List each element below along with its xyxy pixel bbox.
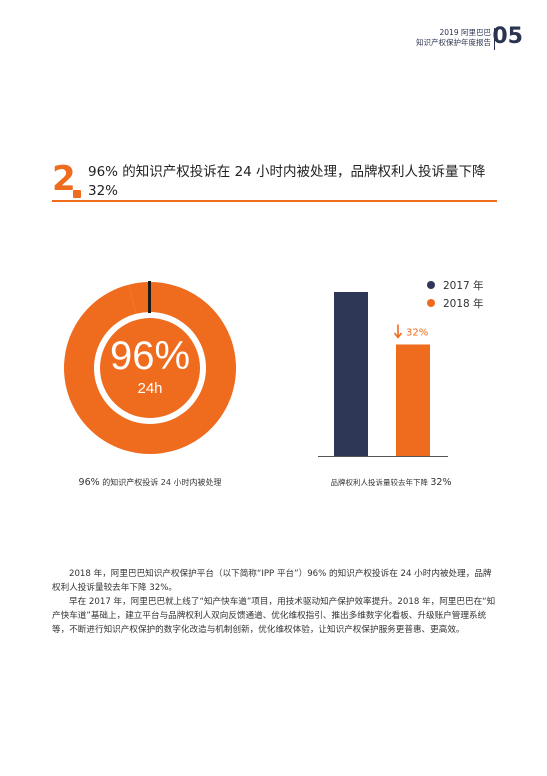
legend-label-2018: 2018 年	[443, 297, 484, 310]
donut-slice-1	[128, 282, 150, 314]
report-header: 2019 阿里巴巴 知识产权保护年度报告	[416, 28, 491, 48]
donut-slice-0	[63, 282, 237, 454]
legend-item-2018: 2018 年	[427, 294, 484, 312]
bar-caption-value: 32%	[430, 477, 452, 488]
body-text: 2018 年，阿里巴巴知识产权保护平台（以下简称“IPP 平台”）96% 的知识…	[52, 567, 498, 637]
section-title: 96% 的知识产权投诉在 24 小时内被处理，品牌权利人投诉量下降 32%	[88, 164, 486, 199]
section-number: 2	[52, 159, 76, 199]
donut-chart: 96% 24h	[62, 280, 238, 456]
bar-2017年	[334, 292, 368, 456]
bar-annotation-label: 32%	[406, 327, 428, 338]
bar-caption-text: 品牌权利人投诉量较去年下降	[330, 478, 431, 487]
report-year-title: 2019 阿里巴巴	[439, 28, 491, 37]
legend-swatch-2017	[427, 281, 435, 289]
donut-center-value: 96%	[109, 333, 191, 378]
bar-chart: 32%	[318, 292, 448, 457]
header-divider	[494, 28, 495, 50]
donut-inner-disk	[100, 318, 200, 418]
section-underline	[52, 200, 497, 202]
legend-swatch-2018	[427, 299, 435, 307]
donut-inner-ring	[95, 313, 205, 423]
donut-center-sublabel: 24h	[137, 379, 163, 397]
legend-item-2017: 2017 年	[427, 276, 484, 294]
body-paragraph-1: 2018 年，阿里巴巴知识产权保护平台（以下简称“IPP 平台”）96% 的知识…	[52, 569, 492, 593]
section-number-dot	[73, 190, 81, 198]
page-number: 05	[492, 24, 523, 49]
donut-start-marker	[148, 281, 151, 313]
report-title: 知识产权保护年度报告	[416, 38, 491, 47]
bar-2018年	[396, 344, 430, 456]
bar-caption: 品牌权利人投诉量较去年下降 32%	[316, 477, 466, 488]
donut-caption: 96% 的知识产权投诉 24 小时内被处理	[62, 477, 238, 488]
body-paragraph-2: 早在 2017 年，阿里巴巴就上线了“知产快车道”项目，用技术驱动知产保护效率提…	[52, 597, 496, 635]
legend-label-2017: 2017 年	[443, 279, 484, 292]
donut-chart-svg	[63, 281, 237, 454]
decrease-arrow-icon	[393, 324, 403, 339]
donut-caption-value: 96%	[78, 477, 100, 488]
bar-chart-legend: 2017 年 2018 年	[427, 276, 484, 312]
donut-caption-text: 的知识产权投诉 24 小时内被处理	[99, 478, 222, 487]
donut-center-label: 96% 24h	[62, 280, 238, 456]
